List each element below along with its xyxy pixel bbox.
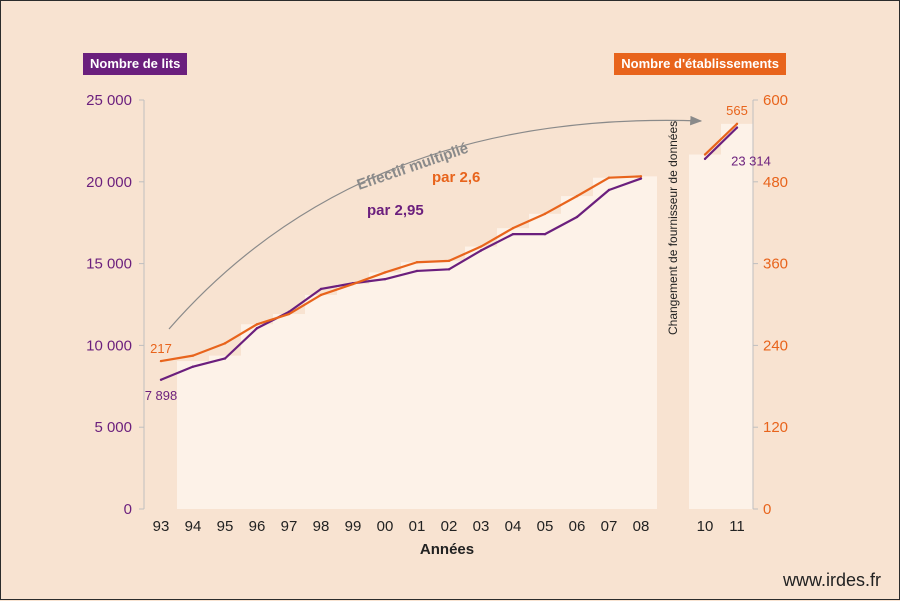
- point-etablissements-01: [415, 261, 419, 264]
- point-etablissements-97: [287, 312, 291, 316]
- point-etablissements-94: [191, 354, 195, 357]
- bar-08: [625, 176, 657, 509]
- left-tick-label: 15 000: [86, 256, 132, 273]
- left-tick-label: 20 000: [86, 174, 132, 191]
- right-tick-label: 480: [763, 174, 788, 191]
- bar-95: [209, 355, 241, 509]
- point-etablissements-10: [703, 153, 707, 156]
- point-etablissements-03: [479, 245, 483, 248]
- right-axis-title-badge: Nombre d'établissements: [614, 53, 786, 75]
- bar-07: [593, 177, 625, 509]
- x-tick-label: 07: [601, 518, 618, 535]
- x-tick-label: 10: [697, 518, 714, 535]
- data-label-lits-start: 7 898: [145, 388, 178, 403]
- point-etablissements-95: [223, 342, 227, 345]
- x-tick-label: 06: [569, 518, 586, 535]
- point-etablissements-93: [159, 359, 163, 363]
- bar-97: [273, 314, 305, 509]
- data-label-lits-end: 23 314: [731, 154, 771, 169]
- series-line-etablissements: [160, 175, 642, 363]
- series-line-etablissements-after-gap: [704, 123, 738, 156]
- point-etablissements-99: [351, 282, 355, 286]
- annotation-etab-factor: par 2,6: [432, 169, 480, 186]
- point-lits-02: [447, 268, 451, 271]
- annotation-lits-factor: par 2,95: [367, 202, 424, 219]
- x-tick-label: 95: [217, 518, 234, 535]
- bar-94: [177, 361, 209, 509]
- x-tick-label: 05: [537, 518, 554, 535]
- bar-96: [241, 324, 273, 509]
- x-tick-label: 94: [185, 518, 202, 535]
- point-etablissements-96: [255, 323, 259, 326]
- x-tick-label: 02: [441, 518, 458, 535]
- bar-06: [561, 196, 593, 510]
- x-tick-label: 04: [505, 518, 522, 535]
- x-tick-label: 03: [473, 518, 490, 535]
- data-label-etablissements-end: 565: [726, 103, 748, 118]
- point-lits-94: [191, 365, 195, 368]
- point-lits-98: [319, 287, 323, 291]
- bar-98: [305, 294, 337, 509]
- data-label-etablissements-start: 217: [150, 341, 172, 356]
- point-lits-00: [383, 277, 387, 281]
- x-tick-label: 01: [409, 518, 426, 535]
- point-lits-08: [639, 177, 643, 180]
- point-lits-93: [159, 378, 163, 381]
- left-tick-label: 25 000: [86, 92, 132, 109]
- right-tick-label: 120: [763, 419, 788, 436]
- bar-02: [433, 260, 465, 509]
- point-etablissements-98: [319, 293, 323, 297]
- point-etablissements-06: [575, 194, 579, 198]
- bar-05: [529, 213, 561, 510]
- x-tick-label: 98: [313, 518, 330, 535]
- point-lits-05: [543, 232, 547, 236]
- bar-01: [401, 262, 433, 509]
- left-tick-label: 10 000: [86, 337, 132, 354]
- x-tick-label: 93: [153, 518, 170, 535]
- bar-00: [369, 272, 401, 509]
- point-lits-07: [607, 188, 611, 192]
- x-tick-label: 11: [729, 518, 745, 535]
- point-lits-10: [703, 157, 707, 161]
- point-lits-04: [511, 232, 515, 236]
- series-line-lits: [160, 177, 642, 381]
- point-lits-01: [415, 269, 419, 273]
- bar-04: [497, 228, 529, 510]
- point-etablissements-04: [511, 226, 515, 230]
- series-line-lits-after-gap: [704, 126, 738, 160]
- x-tick-label: 96: [249, 518, 266, 535]
- x-tick-label: 97: [281, 518, 298, 535]
- left-tick-label: 5 000: [94, 419, 132, 436]
- point-lits-06: [575, 215, 579, 219]
- bar-99: [337, 284, 369, 509]
- right-tick-label: 360: [763, 256, 788, 273]
- right-tick-label: 240: [763, 337, 788, 354]
- point-etablissements-00: [383, 271, 387, 274]
- point-lits-11: [735, 126, 739, 129]
- right-tick-label: 0: [763, 501, 771, 518]
- point-lits-03: [479, 249, 483, 252]
- point-etablissements-02: [447, 259, 451, 263]
- x-axis-title: Années: [420, 541, 474, 558]
- point-etablissements-05: [543, 212, 547, 216]
- website-link[interactable]: www.irdes.fr: [782, 570, 881, 590]
- growth-arrow: [168, 115, 703, 330]
- left-axis-title-badge: Nombre de lits: [83, 53, 188, 75]
- bar-03: [465, 246, 497, 509]
- x-tick-label: 00: [377, 518, 394, 535]
- point-etablissements-07: [607, 176, 611, 179]
- left-tick-label: 0: [124, 501, 132, 518]
- x-tick-label: 99: [345, 518, 362, 535]
- x-tick-label: 08: [633, 518, 650, 535]
- right-tick-label: 600: [763, 92, 788, 109]
- point-etablissements-08: [639, 175, 643, 178]
- annotation-provider-change: Changement de fournisseur de données: [666, 121, 680, 335]
- point-etablissements-11: [735, 122, 739, 126]
- point-lits-96: [255, 327, 259, 330]
- point-lits-95: [223, 357, 227, 360]
- bar-11: [721, 123, 753, 509]
- bar-10: [689, 154, 721, 510]
